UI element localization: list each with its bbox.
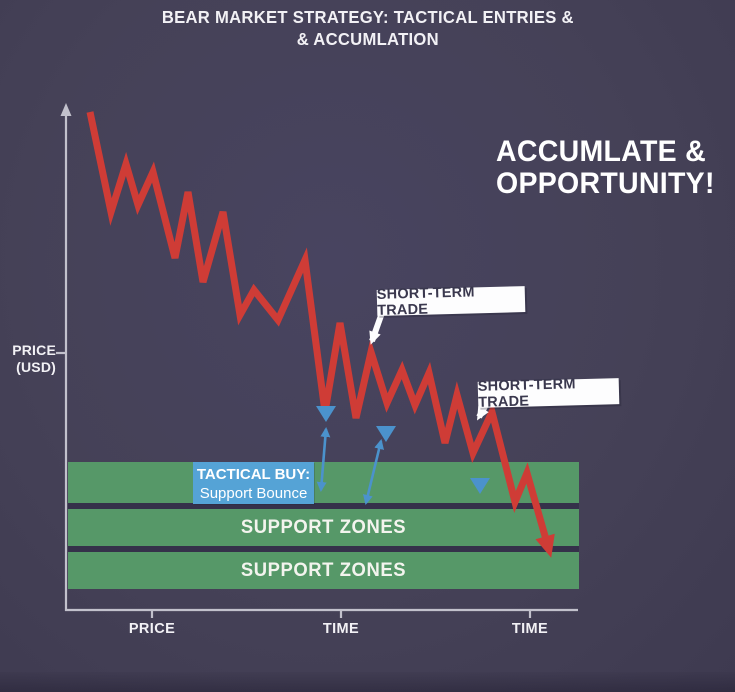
buy-marker-triangle-icon	[470, 478, 490, 494]
chart-title-line1: BEAR MARKET STRATEGY: TACTICAL ENTRIES &	[161, 7, 574, 27]
headline-callout: ACCUMLATE & OPPORTUNITY!	[496, 136, 715, 199]
tactical-buy-callout: TACTICAL BUY: Support Bounce	[193, 462, 314, 504]
x-tick-label-time-1: TIME	[322, 621, 360, 637]
tactical-buy-arrows	[316, 427, 384, 505]
bottom-shade	[0, 672, 735, 692]
tactical-buy-line2: Support Bounce	[199, 485, 308, 502]
buy-marker-triangle-icon	[316, 406, 336, 422]
y-axis-label: PRICE (USD)	[6, 342, 56, 376]
x-tick-label-price: PRICE	[128, 621, 176, 637]
headline-line2: OPPORTUNITY!	[496, 166, 715, 200]
x-axis	[65, 608, 578, 618]
support-zone-band	[68, 509, 579, 546]
buy-marker-triangle-icon	[376, 426, 396, 442]
chart-title-line2: & ACCUMLATION	[296, 28, 439, 49]
short-term-trade-callout-1: SHORT-TERM TRADE	[377, 284, 526, 319]
y-axis-label-line2: (USD)	[16, 359, 56, 375]
x-tick-label-time-2: TIME	[511, 621, 549, 637]
y-axis	[56, 103, 72, 611]
buy-bounce-arrow-icon	[363, 439, 384, 505]
buy-bounce-arrow-icon	[316, 427, 331, 492]
support-zones-label-middle: SUPPORT ZONES	[240, 517, 407, 538]
tactical-buy-line1: TACTICAL BUY:	[196, 466, 311, 483]
price-line	[86, 111, 555, 558]
support-zone-band	[68, 552, 579, 589]
y-axis-arrowhead-icon	[60, 103, 72, 116]
support-zones-label-bottom: SUPPORT ZONES	[240, 560, 407, 581]
short-term-trade-callout-2: SHORT-TERM TRADE	[478, 376, 620, 411]
headline-line1: ACCUMLATE &	[496, 135, 707, 168]
tactical-buy-triangle-icons	[316, 406, 490, 494]
y-axis-label-line1: PRICE	[12, 342, 56, 358]
chart-title: BEAR MARKET STRATEGY: TACTICAL ENTRIES &…	[0, 7, 735, 50]
